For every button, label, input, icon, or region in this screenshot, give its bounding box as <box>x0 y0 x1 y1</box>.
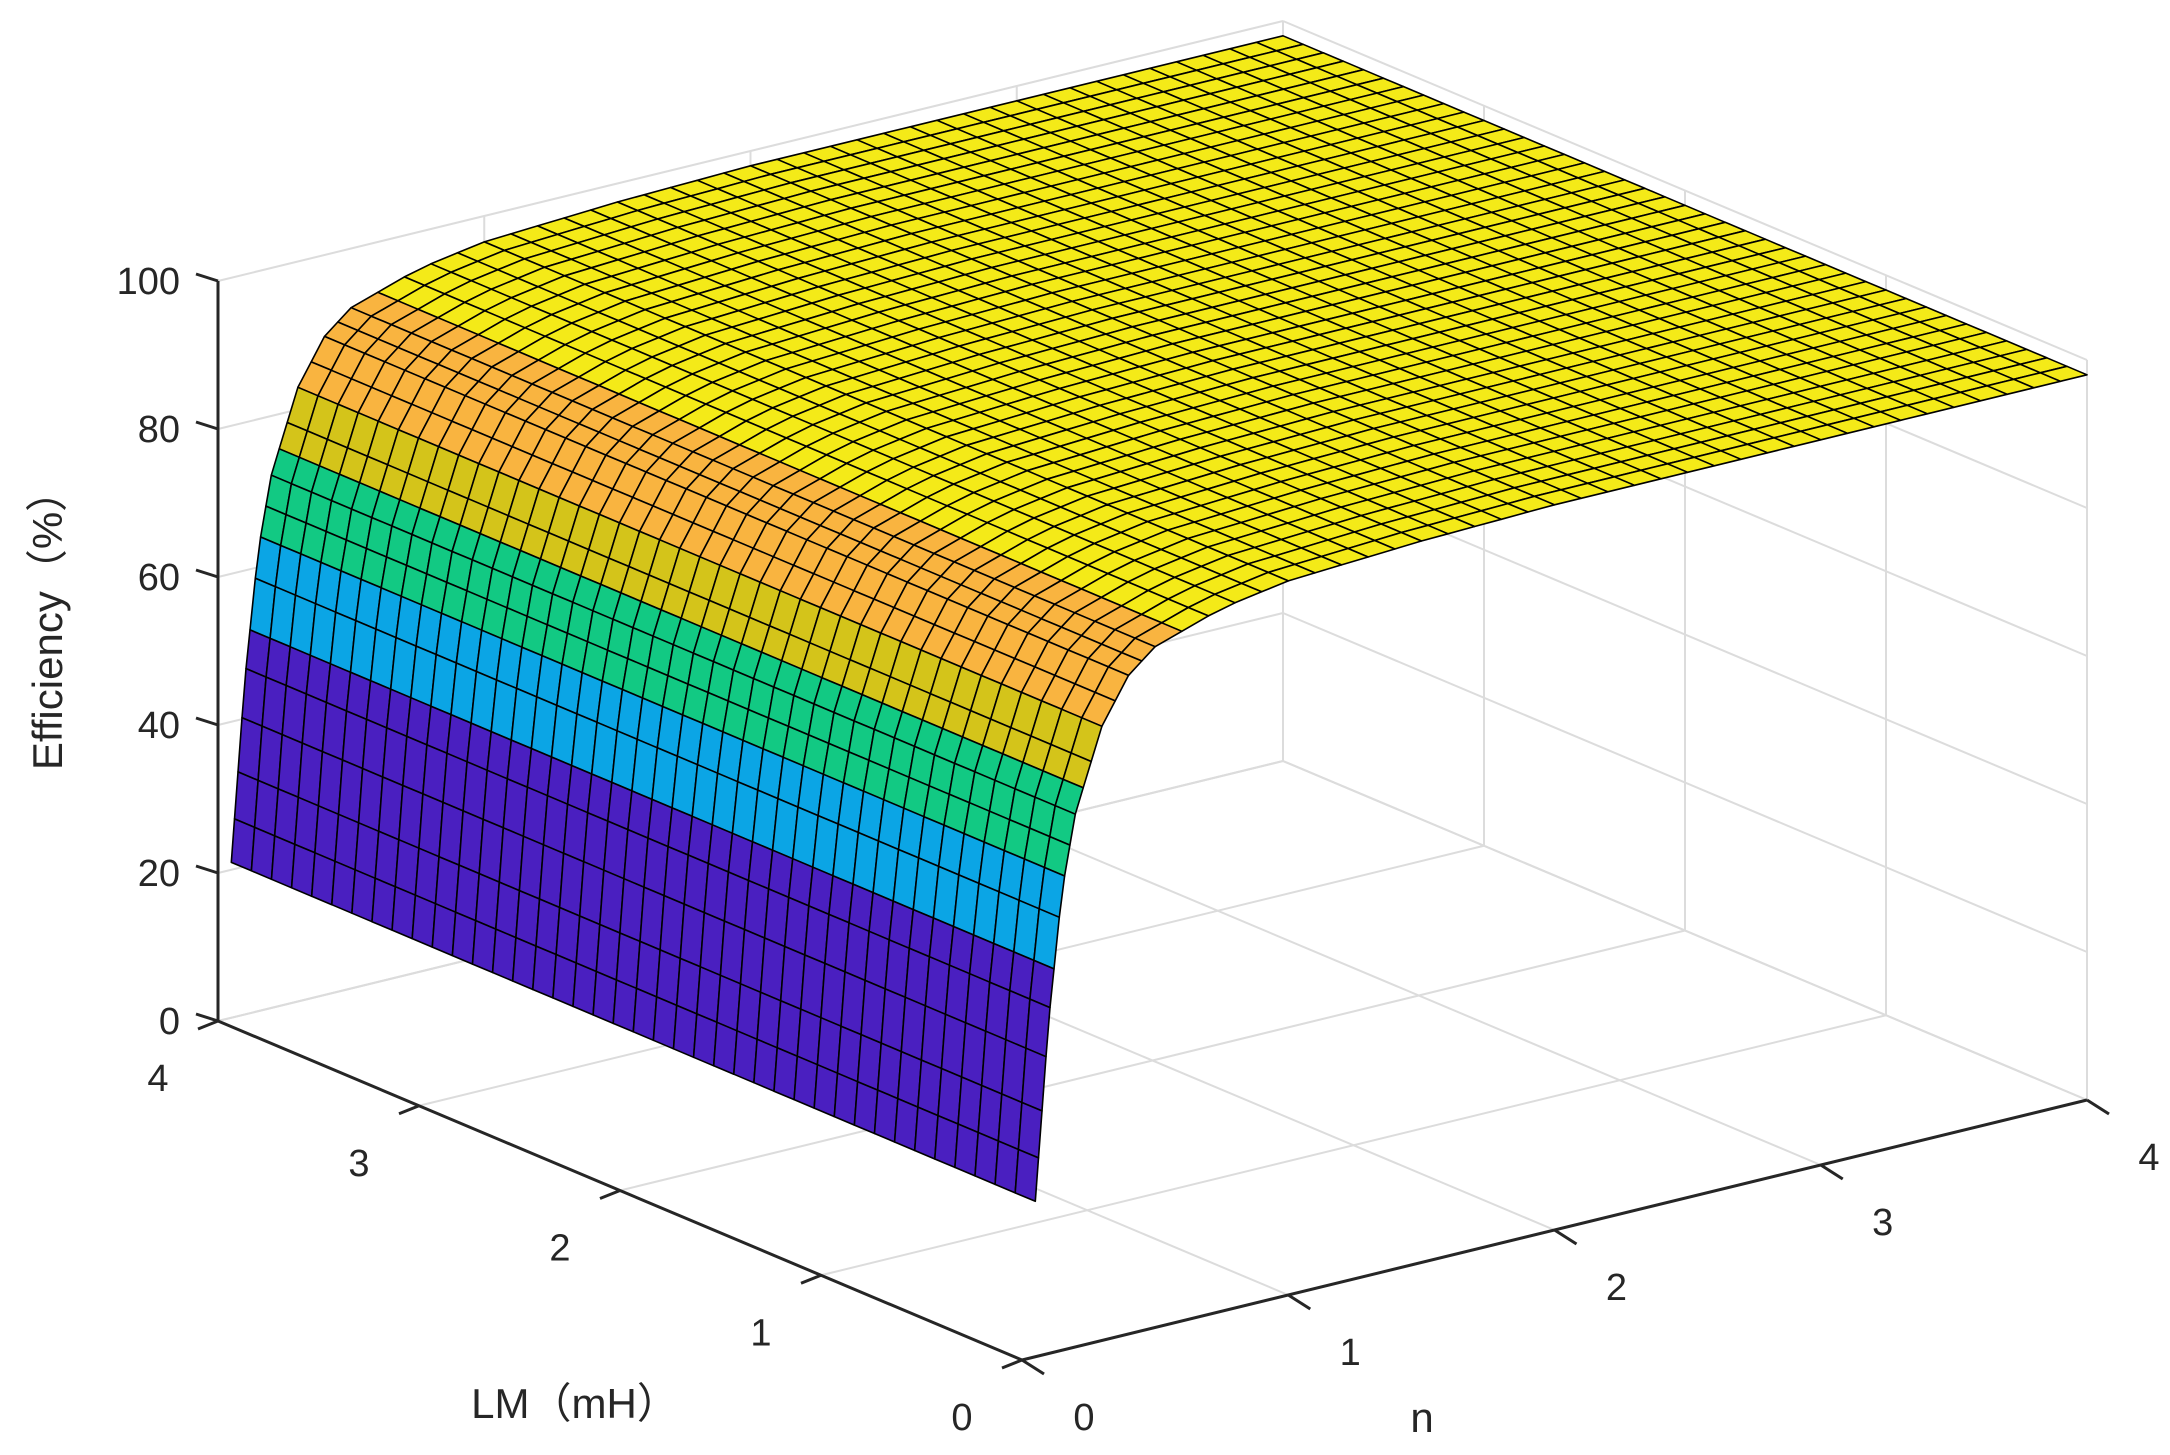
n-tick-label: 4 <box>2138 1137 2159 1179</box>
surface-cell <box>351 868 377 923</box>
z-axis-label: Efficiency（%） <box>24 470 71 770</box>
lm-tick <box>1001 1358 1023 1370</box>
surface-cell <box>833 1072 859 1126</box>
z-tick-label: 20 <box>138 853 180 895</box>
surface-cell <box>451 911 477 965</box>
n-axis-label: n <box>1410 1394 1433 1441</box>
n-tick <box>1553 1228 1578 1246</box>
surface-cell <box>672 1004 698 1059</box>
lm-tick <box>197 1019 219 1031</box>
surface-cell <box>873 1089 899 1143</box>
surface-cell <box>773 1047 799 1101</box>
z-tick <box>195 272 219 283</box>
surface-cell <box>712 1021 738 1075</box>
surface-cell <box>652 996 678 1050</box>
n-tick <box>1021 1358 1045 1376</box>
surface-cell <box>1025 998 1051 1058</box>
lm-tick-label: 4 <box>147 1058 168 1100</box>
surface-cell <box>692 1013 718 1067</box>
surface-cell <box>612 979 638 1033</box>
z-tick-label: 40 <box>138 705 180 747</box>
floor-grid-line <box>1016 825 1822 1166</box>
surface-cell <box>592 970 618 1025</box>
surface-cell <box>1014 1148 1040 1203</box>
surface-cell <box>632 987 658 1042</box>
n-tick-label: 2 <box>1606 1267 1627 1309</box>
n-tick-label: 3 <box>1872 1202 1893 1244</box>
surface-cell <box>933 1114 959 1169</box>
lm-tick <box>398 1104 420 1116</box>
surface-cell <box>753 1038 779 1092</box>
lm-tick-label: 0 <box>951 1397 972 1439</box>
surface-cell <box>250 826 276 881</box>
surface-cell <box>974 1131 1000 1186</box>
lm-tick-label: 3 <box>348 1143 369 1185</box>
surface-cell <box>552 953 578 1008</box>
surface-cell <box>994 1140 1020 1194</box>
surface-cell <box>270 835 296 889</box>
surface-cell <box>371 877 397 931</box>
surface-cell <box>1017 1101 1043 1159</box>
z-tick-label: 80 <box>138 409 180 451</box>
surface-cell <box>853 1080 879 1135</box>
surface-cell <box>431 902 457 957</box>
surface-cell <box>391 885 417 940</box>
axes <box>195 272 2110 1376</box>
n-tick <box>2086 1098 2110 1116</box>
surface-cell <box>330 860 356 915</box>
z-tick-label: 0 <box>159 1001 180 1043</box>
surface-cell <box>1021 1047 1047 1112</box>
surface-cell <box>893 1097 919 1152</box>
surface-cell <box>531 945 557 999</box>
surface-cell <box>310 851 336 906</box>
n-tick-label: 0 <box>1073 1397 1094 1439</box>
z-tick <box>195 716 219 727</box>
n-tick-label: 1 <box>1340 1332 1361 1374</box>
surface-cell <box>913 1106 939 1160</box>
efficiency-surface <box>230 34 2088 1203</box>
surface-cell <box>230 818 256 872</box>
z-tick <box>195 864 219 875</box>
z-tick <box>195 568 219 579</box>
surface-cell <box>793 1055 819 1109</box>
lm-tick <box>599 1189 621 1200</box>
surface-cell <box>572 962 598 1016</box>
surface-cell <box>491 928 517 982</box>
surface-cell <box>1033 907 1061 970</box>
surface-cell <box>813 1063 839 1118</box>
z-tick-label: 60 <box>138 557 180 599</box>
lm-tick-label: 2 <box>549 1228 570 1270</box>
z-tick <box>195 1012 219 1023</box>
z-tick <box>195 420 219 431</box>
z-tick-label: 100 <box>117 261 180 303</box>
surface-cell <box>290 843 316 898</box>
lm-tick-label: 1 <box>750 1312 771 1354</box>
surface-cell <box>511 936 537 991</box>
floor-grid-line <box>619 929 1686 1192</box>
surface-cell <box>732 1030 758 1084</box>
lm-tick <box>800 1273 822 1285</box>
surface-cell <box>954 1123 980 1177</box>
n-tick <box>1819 1163 1844 1181</box>
n-tick <box>1287 1293 1312 1311</box>
surface-cell <box>411 894 437 948</box>
surface-cell <box>471 919 497 974</box>
lm-axis-label: LM（mH） <box>471 1380 679 1427</box>
